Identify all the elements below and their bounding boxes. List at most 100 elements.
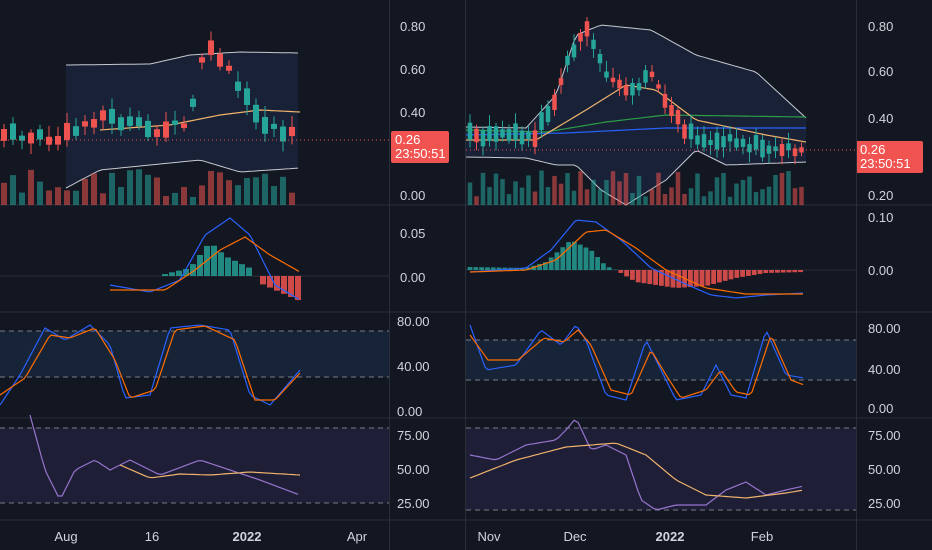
macd-histogram-bar: [496, 267, 502, 270]
volume-bar: [727, 196, 733, 205]
candle: [145, 120, 151, 138]
macd-histogram-bar: [780, 270, 786, 273]
macd-histogram-bar: [606, 267, 612, 270]
candle: [532, 130, 538, 147]
left-macd-label-005: 0.05: [400, 226, 426, 241]
macd-histogram-bar: [537, 263, 542, 270]
candle: [289, 126, 295, 137]
candle: [656, 84, 661, 89]
candle: [37, 129, 43, 140]
volume-bar: [623, 173, 629, 205]
volume-bar: [513, 181, 518, 205]
right-macd-label-000: 0.00: [868, 263, 894, 278]
right-stoch-label-80: 80.00: [868, 321, 901, 336]
macd-histogram-bar: [798, 270, 803, 273]
right-chart[interactable]: 0.80 0.60 0.40 0.20 0.26 23:50:51 0.10 0…: [465, 0, 932, 550]
macd-histogram-bar: [479, 267, 484, 270]
volume-bar: [480, 172, 486, 205]
stoch-band-fill: [0, 331, 389, 377]
volume-bar: [630, 192, 635, 205]
candle: [244, 88, 250, 105]
volume-bar: [695, 173, 700, 205]
volume-bar: [19, 192, 25, 205]
volume-bar: [558, 183, 564, 205]
macd-histogram-bar: [225, 257, 231, 276]
volume-bar: [253, 177, 259, 205]
macd-signal-line: [110, 236, 300, 291]
candle: [766, 145, 772, 154]
candle: [1, 128, 7, 141]
volume-bar: [199, 185, 205, 205]
left-time-label-16: 16: [144, 529, 160, 544]
macd-histogram-bar: [630, 270, 635, 280]
bollinger-band-fill: [466, 25, 806, 205]
macd-histogram-bar: [688, 270, 693, 288]
volume-bar: [734, 183, 739, 205]
volume-bar: [289, 192, 295, 205]
volume-bar: [799, 186, 804, 205]
volume-bar: [753, 192, 759, 205]
macd-histogram-bar: [162, 274, 168, 276]
left-countdown: 23:50:51: [395, 146, 446, 161]
candle: [181, 123, 187, 129]
candle: [28, 132, 34, 144]
candle: [19, 135, 25, 141]
volume-bar: [740, 179, 746, 205]
right-chart-plot[interactable]: [465, 0, 932, 550]
right-rsi-label-25: 25.00: [868, 496, 901, 511]
candle: [760, 139, 765, 158]
right-price-label-060: 0.60: [868, 64, 894, 79]
volume-bar: [545, 187, 551, 205]
left-price-label-000: 0.00: [400, 188, 426, 203]
candle: [10, 123, 16, 140]
volume-bar: [760, 189, 765, 205]
volume-bar: [208, 170, 214, 205]
bollinger-upper-line: [66, 51, 299, 66]
candle: [643, 70, 648, 83]
macd-line: [469, 219, 804, 299]
stoch-band-fill: [466, 340, 856, 380]
candle: [526, 131, 531, 140]
volume-bar: [118, 186, 124, 205]
right-time-label-dec: Dec: [563, 529, 587, 544]
volume-bar: [145, 174, 151, 205]
left-time-label-2022: 2022: [232, 529, 262, 544]
volume-bar: [28, 169, 34, 205]
right-price-label-020: 0.20: [868, 188, 894, 203]
right-price-label-040: 0.40: [868, 111, 894, 126]
volume-bar: [526, 175, 531, 205]
candle: [163, 121, 169, 138]
right-stoch-label-40: 40.00: [868, 362, 901, 377]
ma-orange-line: [99, 109, 301, 131]
volume-bar: [82, 178, 88, 205]
volume-bar: [584, 189, 590, 205]
macd-histogram-bar: [502, 267, 508, 270]
left-price-label-060: 0.60: [400, 62, 426, 77]
volume-bar: [682, 193, 687, 205]
macd-histogram-bar: [183, 268, 189, 276]
left-chart[interactable]: 0.80 0.60 0.40 0.00 0.26 23:50:51 0.05 0…: [0, 0, 466, 550]
volume-bar: [779, 172, 785, 205]
candle: [695, 135, 700, 145]
macd-histogram-bar: [246, 267, 252, 276]
left-rsi-label-50: 50.00: [397, 462, 430, 477]
volume-bar: [235, 185, 241, 205]
candle: [701, 134, 707, 148]
volume-bar: [1, 182, 7, 205]
macd-histogram-bar: [572, 241, 577, 270]
candle: [109, 108, 115, 124]
macd-histogram-bar: [467, 267, 473, 270]
macd-histogram-bar: [490, 267, 496, 270]
left-time-label-apr: Apr: [346, 529, 368, 544]
candle: [539, 112, 544, 131]
candle: [714, 132, 720, 150]
volume-bar: [217, 172, 223, 205]
left-time-label-aug: Aug: [54, 529, 78, 544]
candle: [82, 121, 88, 127]
left-chart-plot[interactable]: [0, 0, 466, 550]
macd-histogram-bar: [792, 270, 798, 273]
candle: [208, 40, 214, 56]
macd-signal-line: [469, 229, 803, 295]
rsi-band-fill: [466, 428, 856, 510]
volume-bar: [610, 171, 616, 205]
